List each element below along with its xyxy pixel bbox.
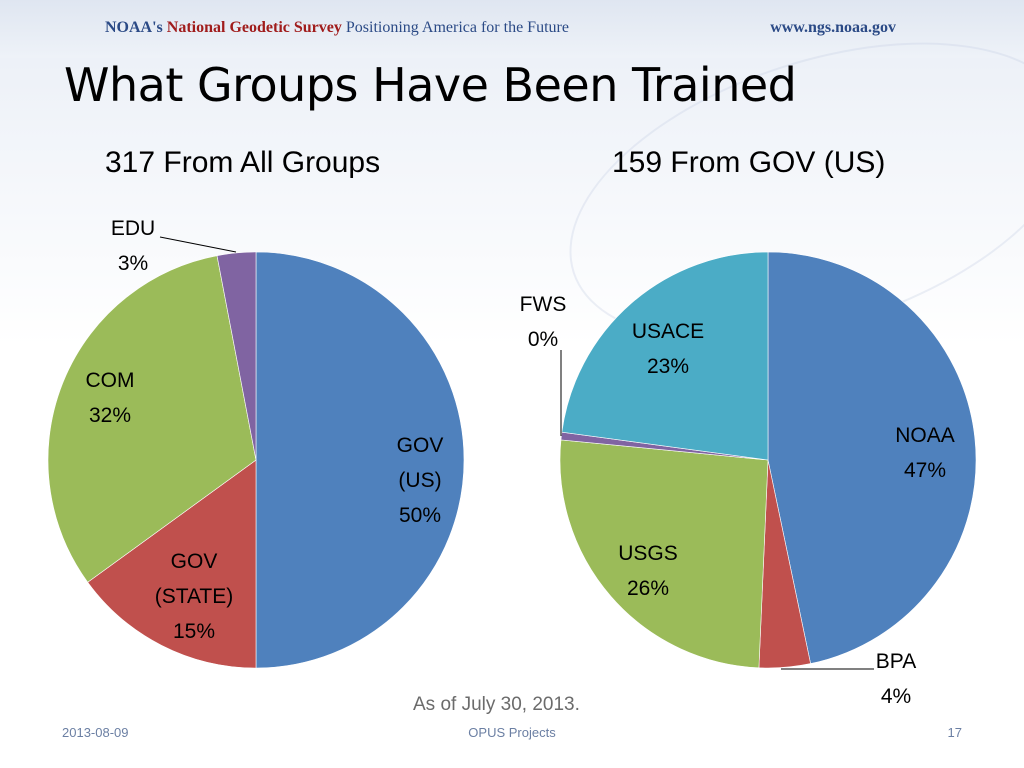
- pie-label-0-3: EDU 3%: [111, 217, 155, 275]
- pie-slice-1-2: [559, 439, 769, 669]
- pie-label-0-2: COM 32%: [86, 369, 135, 427]
- footer-date: 2013-08-09: [62, 725, 129, 740]
- footer-page-number: 17: [947, 725, 962, 740]
- slide-title: What Groups Have Been Trained: [64, 58, 797, 112]
- pie-slice-0-1: [87, 459, 257, 669]
- pie-label-line: GOV: [397, 434, 444, 457]
- pie-label-line: 32%: [89, 404, 131, 427]
- pie-label-1-2: USGS 26%: [618, 542, 678, 600]
- footnote: As of July 30, 2013.: [413, 694, 580, 715]
- pie-slice-0-2: [47, 255, 257, 583]
- pie-slice-0-3: [216, 251, 257, 461]
- pie-slice-1-0: [767, 251, 977, 664]
- pie-label-line: 23%: [647, 355, 689, 378]
- pie-label-line: 0%: [528, 328, 558, 351]
- pie-label-0-0: GOV (US) 50%: [397, 434, 444, 527]
- pie-label-1-1: BPA 4%: [876, 650, 916, 708]
- pie-label-line: NOAA: [895, 424, 955, 447]
- pie-label-line: BPA: [876, 650, 916, 673]
- header-url[interactable]: www.ngs.noaa.gov: [770, 19, 896, 36]
- pie-label-1-3: FWS 0%: [520, 293, 567, 351]
- header-brand: NOAA's: [105, 19, 163, 36]
- pie-label-line: 50%: [399, 504, 441, 527]
- pie-label-line: (STATE): [155, 585, 234, 608]
- pie-label-0-1: GOV (STATE) 15%: [155, 550, 234, 643]
- label-leader-line-0-3: [159, 236, 237, 253]
- pie-slice-1-4: [561, 251, 769, 461]
- pie-label-line: USGS: [618, 542, 678, 565]
- pie-label-line: 4%: [881, 685, 911, 708]
- pie-label-line: GOV: [171, 550, 218, 573]
- pie-label-line: 26%: [627, 577, 669, 600]
- header-agency: National Geodetic Survey: [166, 19, 342, 36]
- header-agency-line: NOAA's National Geodetic Survey Position…: [105, 19, 569, 37]
- header-bar: [0, 0, 1024, 58]
- pie-label-line: USACE: [632, 320, 704, 343]
- footer-title: OPUS Projects: [468, 725, 556, 740]
- pie-label-line: FWS: [520, 293, 567, 316]
- pie-slice-0-0: [255, 251, 465, 669]
- header-tagline: Positioning America for the Future: [345, 19, 569, 36]
- pie-label-1-4: USACE 23%: [632, 320, 704, 378]
- pie-label-line: 47%: [904, 459, 946, 482]
- pie-label-line: COM: [86, 369, 135, 392]
- chart-title-gov-us: 159 From GOV (US): [612, 146, 886, 179]
- pie-label-line: 3%: [118, 252, 148, 275]
- chart-title-all-groups: 317 From All Groups: [105, 146, 381, 179]
- pie-label-1-0: NOAA 47%: [895, 424, 955, 482]
- pie-label-line: 15%: [173, 620, 215, 643]
- pie-label-line: EDU: [111, 217, 155, 240]
- pie-label-line: (US): [398, 469, 441, 492]
